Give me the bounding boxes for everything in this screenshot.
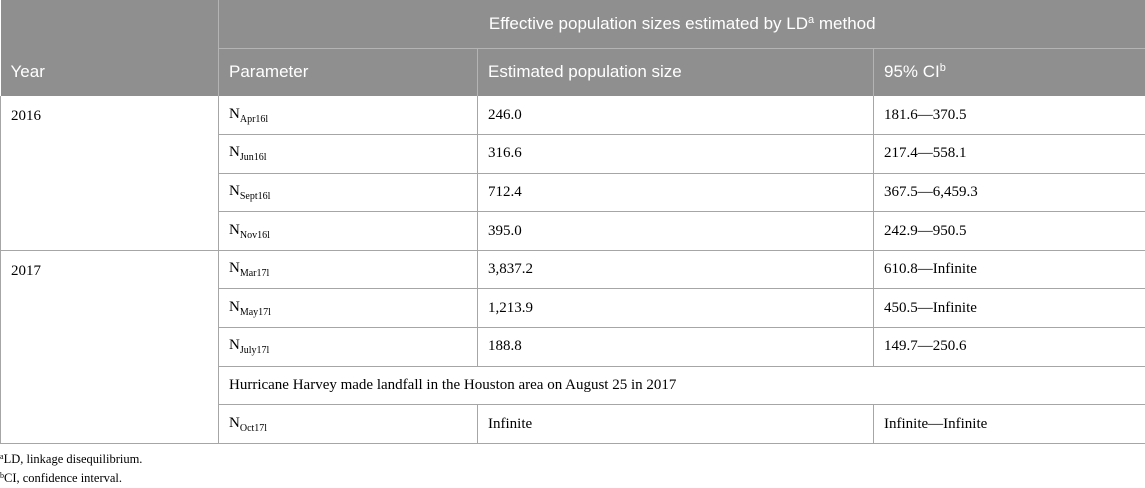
ci-cell: 149.7—250.6 <box>874 328 1145 367</box>
estimate-cell: 395.0 <box>478 212 874 251</box>
param-subscript: Nov16l <box>240 230 270 241</box>
param-base: N <box>229 260 240 276</box>
param-cell: NJun16l <box>219 135 478 174</box>
param-subscript: Apr16l <box>240 114 268 125</box>
param-subscript: Oct17l <box>240 423 267 434</box>
param-subscript: July17l <box>240 345 269 356</box>
param-cell: NOct17l <box>219 405 478 444</box>
param-base: N <box>229 415 240 431</box>
param-base: N <box>229 183 240 199</box>
param-subscript: Mar17l <box>240 268 269 279</box>
param-base: N <box>229 144 240 160</box>
param-cell: NApr16l <box>219 96 478 135</box>
param-base: N <box>229 106 240 122</box>
param-base: N <box>229 337 240 353</box>
estimate-cell: 188.8 <box>478 328 874 367</box>
param-base: N <box>229 222 240 238</box>
estimate-cell: 316.6 <box>478 135 874 174</box>
ci-cell: 610.8—Infinite <box>874 250 1145 289</box>
footnote-a-text: LD, linkage disequilibrium. <box>4 452 143 466</box>
ci-cell: 217.4—558.1 <box>874 135 1145 174</box>
footnote-a: aLD, linkage disequilibrium. <box>0 447 142 466</box>
param-subscript: Sept16l <box>240 191 271 202</box>
estimate-cell: 246.0 <box>478 96 874 135</box>
param-cell: NSept16l <box>219 173 478 212</box>
ci-cell: 181.6—370.5 <box>874 96 1145 135</box>
param-subscript: Jun16l <box>240 152 267 163</box>
col-header-year: Year <box>1 48 219 96</box>
col-header-ci: 95% CIb <box>874 48 1145 96</box>
year-cell: 2016 <box>1 96 219 250</box>
header-blank <box>1 0 219 48</box>
col-header-parameter: Parameter <box>219 48 478 96</box>
super-header: Effective population sizes estimated by … <box>219 0 1145 48</box>
param-cell: NMar17l <box>219 250 478 289</box>
col-header-estimated: Estimated population size <box>478 48 874 96</box>
col-header-ci-sup: b <box>940 62 946 74</box>
year-cell: 2017 <box>1 250 219 443</box>
ci-cell: 242.9—950.5 <box>874 212 1145 251</box>
super-header-suffix: method <box>814 14 875 33</box>
estimate-cell: 1,213.9 <box>478 289 874 328</box>
data-table: Effective population sizes estimated by … <box>0 0 1145 444</box>
estimate-cell: Infinite <box>478 405 874 444</box>
ci-cell: 450.5—Infinite <box>874 289 1145 328</box>
ci-cell: Infinite—Infinite <box>874 405 1145 444</box>
ci-cell: 367.5—6,459.3 <box>874 173 1145 212</box>
param-subscript: May17l <box>240 307 271 318</box>
footnotes: aLD, linkage disequilibrium. bCI, confid… <box>0 447 142 485</box>
param-cell: NMay17l <box>219 289 478 328</box>
estimate-cell: 712.4 <box>478 173 874 212</box>
param-cell: NJuly17l <box>219 328 478 367</box>
param-cell: NNov16l <box>219 212 478 251</box>
estimate-cell: 3,837.2 <box>478 250 874 289</box>
super-header-text: Effective population sizes estimated by … <box>489 14 808 33</box>
col-header-ci-text: 95% CI <box>884 62 940 81</box>
param-base: N <box>229 299 240 315</box>
footnote-b: bCI, confidence interval. <box>0 466 142 485</box>
header-row-columns: Year Parameter Estimated population size… <box>1 48 1145 96</box>
note-cell: Hurricane Harvey made landfall in the Ho… <box>219 366 1145 405</box>
header-row-super: Effective population sizes estimated by … <box>1 0 1145 48</box>
footnote-b-text: CI, confidence interval. <box>4 471 122 485</box>
